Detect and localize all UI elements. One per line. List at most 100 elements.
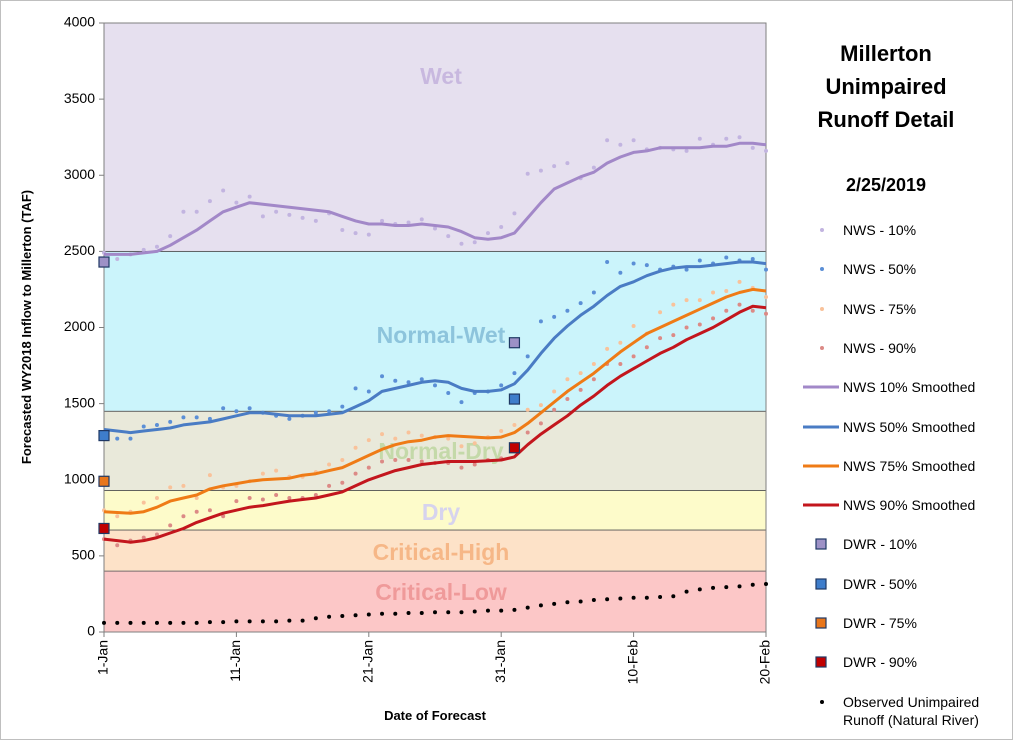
data-point [697,587,702,592]
data-point [366,612,371,617]
chart-subtitle: 2/25/2019 [845,175,927,195]
y-axis-title: Forecasted WY2018 Inflow to Millerton (T… [19,190,34,464]
band-label: Normal-Wet [377,322,506,348]
data-point [274,209,279,214]
data-point [194,415,199,420]
data-point [419,377,424,382]
data-point [340,228,345,233]
data-point [605,138,610,143]
band [103,570,767,633]
data-point [499,429,504,434]
data-point [353,386,358,391]
data-point [340,457,345,462]
data-point [750,256,755,261]
data-point [247,619,252,624]
data-point [552,164,557,169]
legend-marker [815,617,827,629]
data-point [353,471,358,476]
data-point [194,620,199,625]
legend-square [815,578,827,590]
legend-label: NWS - 50% [843,261,917,278]
legend-label: Observed Unimpaired Runoff (Natural Rive… [843,693,980,728]
data-point [115,514,120,519]
data-point [446,610,451,615]
data-point [366,465,371,470]
data-point [525,354,530,359]
dwr-square [98,475,110,487]
data-point [459,465,464,470]
data-point [274,468,279,473]
data-point [393,457,398,462]
legend-marker [815,578,827,590]
data-point [485,608,490,613]
band-label: Critical-High [373,539,510,565]
data-point [658,310,663,315]
data-point [552,601,557,606]
data-point [340,404,345,409]
data-point [115,543,120,548]
band-label: Critical-Low [375,579,507,605]
data-point [433,610,437,615]
data-point [406,610,411,615]
data-point [565,397,570,402]
data-point [724,255,729,260]
x-tick-label: 10-Feb [624,640,640,685]
band [103,22,767,252]
data-point [141,500,146,505]
data-point [313,410,318,415]
y-tick-label: 3000 [64,166,95,182]
legend-label: NWS 10% Smoothed [843,379,976,396]
data-point [207,620,212,625]
data-point [260,497,265,502]
y-tick-label: 2500 [64,242,95,258]
data-point [499,383,504,388]
data-point [115,256,120,261]
data-point [194,509,199,514]
data-point [207,508,212,513]
data-point [393,436,398,441]
data-point [327,483,332,488]
data-point [618,270,623,275]
data-point [684,267,689,272]
x-tick-label: 1-Jan [95,640,111,675]
data-point [764,311,768,316]
x-tick-label: 21-Jan [360,640,376,683]
legend-label: NWS - 90% [843,339,917,356]
y-tick-label: 1500 [64,394,95,410]
dwr-square [98,256,110,268]
data-point [260,214,265,219]
data-point [684,589,689,594]
data-point [512,371,517,376]
data-point [552,407,557,412]
legend-square [815,538,827,550]
data-point [578,599,583,604]
legend-marker [815,538,827,550]
data-point [194,496,199,501]
data-point [406,430,411,435]
data-point [154,620,159,625]
y-tick-label: 500 [72,547,96,563]
data-point [671,302,676,307]
data-point [181,415,186,420]
data-point [128,620,133,625]
legend-marker [820,306,824,311]
data-point [353,231,358,236]
data-point [737,279,742,284]
series-line [104,141,767,256]
data-point [565,600,570,605]
data-point [207,473,212,478]
data-point [406,380,411,385]
dwr-square [508,337,521,349]
data-point [234,619,239,624]
data-point [327,409,332,414]
data-point [485,231,490,236]
data-point [221,620,226,625]
data-point [234,200,239,205]
legend-marker [820,267,824,272]
legend-marker [820,345,824,350]
legend-square [815,617,827,629]
data-point [181,514,186,519]
legend-dot [820,306,824,311]
legend-marker [803,425,839,428]
data-point [711,290,716,295]
